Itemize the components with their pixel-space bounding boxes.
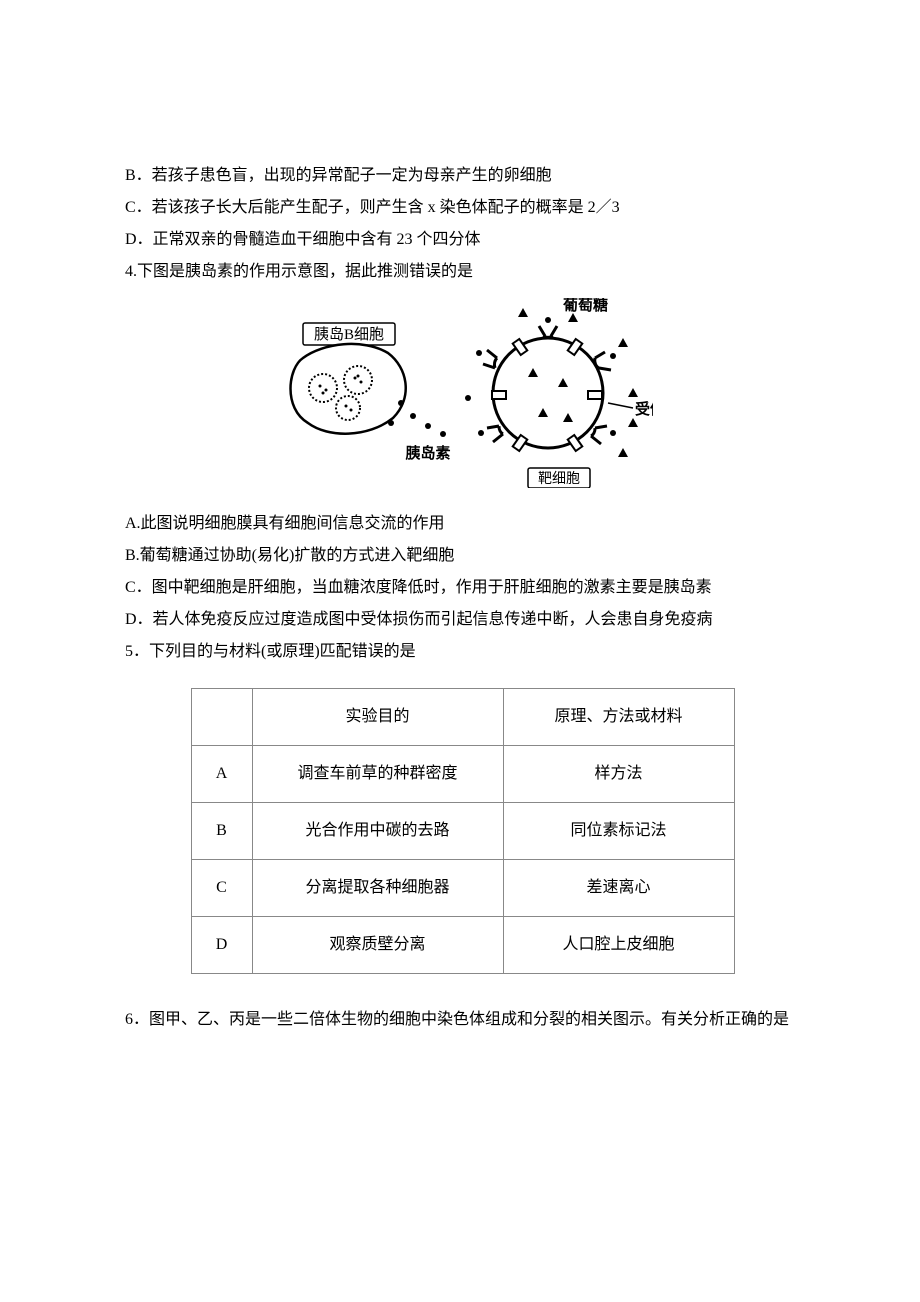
table-row: C 分离提取各种细胞器 差速离心 — [191, 860, 734, 917]
table-row: D 观察质壁分离 人口腔上皮细胞 — [191, 917, 734, 974]
q4-stem: 4.下图是胰岛素的作用示意图，据此推测错误的是 — [125, 256, 800, 288]
q5-h-method: 原理、方法或材料 — [503, 689, 734, 746]
q5-header-row: 实验目的 原理、方法或材料 — [191, 689, 734, 746]
q5-r1-letter: B — [191, 803, 252, 860]
table-row: A 调查车前草的种群密度 样方法 — [191, 746, 734, 803]
q4-option-d: D．若人体免疫反应过度造成图中受体损伤而引起信息传递中断，人会患自身免疫病 — [125, 604, 800, 636]
q5-r3-purpose: 观察质壁分离 — [252, 917, 503, 974]
q5-r3-letter: D — [191, 917, 252, 974]
receptor-label: 受体 — [635, 400, 653, 418]
table-row: B 光合作用中碳的去路 同位素标记法 — [191, 803, 734, 860]
q4-diagram: 胰岛B细胞 胰岛素 — [125, 298, 800, 488]
insulin-label: 胰岛素 — [405, 444, 450, 462]
q5-r0-method: 样方法 — [503, 746, 734, 803]
q3-option-d: D．正常双亲的骨髓造血干细胞中含有 23 个四分体 — [125, 224, 800, 256]
q4-option-a: A.此图说明细胞膜具有细胞间信息交流的作用 — [125, 508, 800, 540]
q5-r2-letter: C — [191, 860, 252, 917]
q5-h-blank — [191, 689, 252, 746]
bcell-group: 胰岛B细胞 — [290, 323, 446, 437]
q5-r2-method: 差速离心 — [503, 860, 734, 917]
q3-option-c: C．若该孩子长大后能产生配子，则产生含 x 染色体配子的概率是 2／3 — [125, 192, 800, 224]
q5-r1-method: 同位素标记法 — [503, 803, 734, 860]
q3-option-b: B．若孩子患色盲，出现的异常配子一定为母亲产生的卵细胞 — [125, 160, 800, 192]
bcell-label: 胰岛B细胞 — [313, 326, 383, 343]
target-cell — [465, 308, 638, 482]
q5-r3-method: 人口腔上皮细胞 — [503, 917, 734, 974]
q4-option-b: B.葡萄糖通过协助(易化)扩散的方式进入靶细胞 — [125, 540, 800, 572]
q5-r0-purpose: 调查车前草的种群密度 — [252, 746, 503, 803]
q5-r1-purpose: 光合作用中碳的去路 — [252, 803, 503, 860]
q6-stem: 6．图甲、乙、丙是一些二倍体生物的细胞中染色体组成和分裂的相关图示。有关分析正确… — [125, 1004, 800, 1036]
q4-option-c: C．图中靶细胞是肝细胞，当血糖浓度降低时，作用于肝脏细胞的激素主要是胰岛素 — [125, 572, 800, 604]
q5-table: 实验目的 原理、方法或材料 A 调查车前草的种群密度 样方法 B 光合作用中碳的… — [191, 688, 735, 974]
q5-r2-purpose: 分离提取各种细胞器 — [252, 860, 503, 917]
q5-h-purpose: 实验目的 — [252, 689, 503, 746]
q5-stem: 5．下列目的与材料(或原理)匹配错误的是 — [125, 636, 800, 668]
target-label: 靶细胞 — [538, 471, 580, 487]
glucose-label: 葡萄糖 — [562, 298, 608, 314]
q5-r0-letter: A — [191, 746, 252, 803]
